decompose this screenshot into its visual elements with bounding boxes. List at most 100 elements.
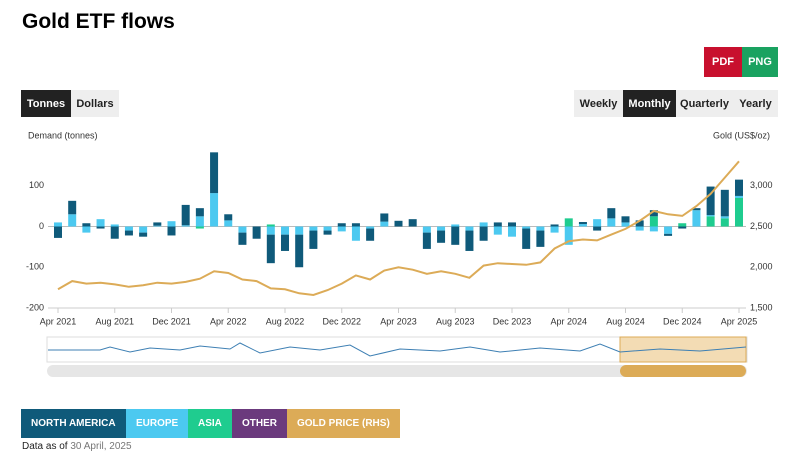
x-tick-label: Apr 2023 [380, 316, 417, 326]
bar [281, 234, 289, 251]
bar [422, 232, 431, 249]
bar [550, 224, 559, 227]
y2-axis-title: Gold (US$/oz) [713, 130, 770, 140]
y-tick-label: 100 [29, 180, 44, 190]
bar [139, 232, 148, 237]
bar [465, 230, 474, 251]
x-tick-label: Dec 2024 [663, 316, 702, 326]
legend-item[interactable]: GOLD PRICE (RHS) [287, 409, 400, 438]
x-tick-label: Apr 2021 [40, 316, 77, 326]
bar [437, 230, 446, 243]
bar [706, 216, 715, 227]
navigator-series [48, 342, 747, 357]
bar [181, 204, 190, 226]
y2-tick-label: 3,000 [750, 180, 773, 190]
bar [465, 226, 474, 231]
bar [68, 214, 77, 227]
bar [649, 210, 658, 217]
bar [621, 222, 630, 227]
bar [479, 226, 488, 241]
bar [394, 220, 403, 227]
bar [337, 226, 346, 232]
weekly-button[interactable]: Weekly [574, 90, 623, 117]
bar [96, 219, 105, 227]
png-button[interactable]: PNG [742, 47, 778, 77]
bar [735, 195, 743, 198]
scrollbar-thumb[interactable] [620, 365, 746, 377]
legend-item[interactable]: OTHER [232, 409, 287, 438]
bar [692, 208, 701, 211]
y-tick-label: 0 [39, 221, 44, 231]
bar [550, 226, 559, 233]
bar [323, 230, 332, 235]
bar [181, 225, 190, 227]
bar [153, 222, 162, 226]
gold-price-line [57, 160, 740, 297]
y-tick-label: -100 [26, 262, 44, 272]
x-tick-label: Dec 2022 [322, 316, 361, 326]
bar [224, 220, 233, 227]
bar [692, 210, 701, 227]
bar [195, 208, 204, 217]
bar [266, 224, 275, 227]
dollars-button[interactable]: Dollars [71, 90, 119, 117]
yearly-button[interactable]: Yearly [733, 90, 778, 117]
x-tick-label: Apr 2022 [210, 316, 247, 326]
bar [593, 219, 602, 227]
quarterly-button[interactable]: Quarterly [676, 90, 733, 117]
bar [607, 218, 616, 227]
bar [309, 226, 318, 231]
bar [351, 226, 360, 241]
bar [664, 233, 673, 236]
bar [252, 226, 261, 239]
bar [493, 222, 502, 227]
bar [167, 221, 176, 227]
bar [451, 224, 460, 227]
x-tick-label: Aug 2022 [266, 316, 305, 326]
monthly-button[interactable]: Monthly [623, 90, 676, 117]
bar [593, 226, 602, 231]
bar [607, 208, 616, 219]
bar [422, 226, 431, 233]
x-tick-label: Dec 2023 [493, 316, 532, 326]
bar [649, 226, 658, 232]
y2-tick-label: 2,500 [750, 221, 773, 231]
bar [678, 226, 687, 229]
bar [110, 224, 119, 227]
bar [635, 220, 644, 227]
bar [649, 216, 658, 227]
bar [536, 230, 545, 247]
tonnes-button[interactable]: Tonnes [21, 90, 71, 117]
y2-tick-label: 2,000 [750, 262, 773, 272]
chart: Demand (tonnes) Gold (US$/oz) -200 -100 0 1… [26, 130, 773, 377]
y2-tick-label: 1,500 [750, 302, 773, 312]
bar [522, 226, 531, 229]
bar [82, 223, 91, 227]
legend-item[interactable]: EUROPE [126, 409, 189, 438]
legend-item[interactable]: NORTH AMERICA [21, 409, 126, 438]
bar [124, 230, 133, 236]
bar [508, 226, 516, 237]
bar [266, 234, 275, 264]
bar [224, 214, 233, 221]
bar [351, 223, 360, 227]
bar [621, 216, 630, 223]
legend-item[interactable]: ASIA [188, 409, 232, 438]
bar [295, 226, 304, 235]
y-axis-title: Demand (tonnes) [28, 130, 98, 140]
bar [54, 222, 62, 227]
bar [266, 226, 275, 235]
bar [195, 216, 204, 227]
footer-label: Data as of [22, 441, 68, 452]
bar [664, 226, 673, 234]
bar [380, 213, 389, 222]
bar [124, 226, 133, 231]
bar [337, 223, 346, 227]
footer-date: 30 April, 2025 [70, 441, 132, 452]
pdf-button[interactable]: PDF [704, 47, 742, 77]
bar [210, 193, 219, 227]
bar [238, 226, 247, 233]
bar [706, 186, 715, 216]
bar [720, 189, 729, 217]
bar [408, 219, 417, 227]
